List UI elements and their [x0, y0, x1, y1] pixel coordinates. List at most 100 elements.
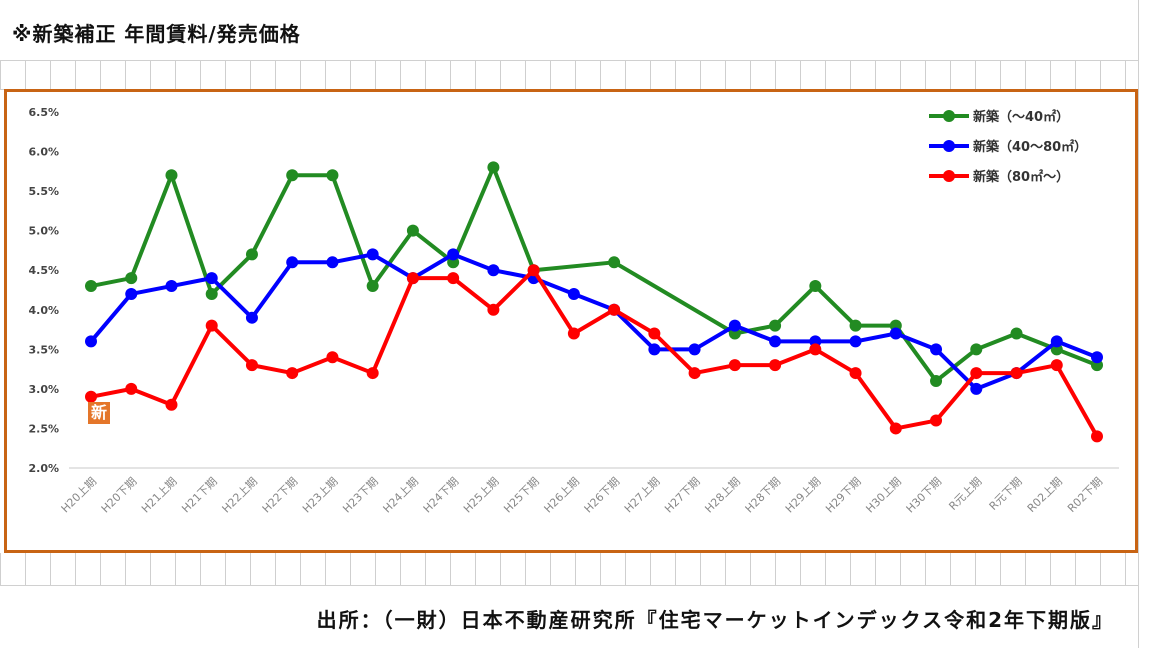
data-point — [527, 264, 540, 277]
data-point — [487, 264, 500, 277]
data-point — [125, 272, 138, 285]
x-tick-label: H22下期 — [260, 475, 301, 516]
data-point — [849, 335, 862, 348]
data-point — [1010, 367, 1023, 380]
data-point — [286, 367, 299, 380]
x-tick-label: H20下期 — [99, 475, 140, 516]
legend-marker — [943, 170, 955, 182]
x-tick-label: R元上期 — [946, 475, 984, 513]
data-point — [366, 248, 379, 261]
x-tick-label: R元下期 — [987, 475, 1025, 513]
data-point — [406, 224, 419, 237]
x-tick-label: H28下期 — [743, 475, 784, 516]
source-note: 出所：（一財）日本不動産研究所『住宅マーケットインデックス令和2年下期版』 — [316, 608, 1114, 632]
data-point — [487, 303, 500, 316]
series-line — [90, 165, 1098, 383]
legend-marker — [943, 140, 955, 152]
chart-frame: 2.0% 2.5% 3.0% 3.5% 4.0% 4.5% 5.0% 5.5% 6.0% 6.5%… — [4, 89, 1138, 553]
data-point — [326, 351, 339, 364]
data-point — [728, 359, 741, 372]
data-point — [165, 280, 178, 293]
data-point — [1091, 430, 1103, 443]
data-point — [245, 359, 258, 372]
legend-label: 新築（～40㎡） — [973, 109, 1069, 125]
y-tick-label: 2.0% — [28, 462, 59, 475]
y-tick-label: 5.0% — [28, 225, 59, 238]
data-point — [447, 272, 460, 285]
y-tick-label: 4.0% — [28, 304, 59, 317]
data-point — [1010, 327, 1023, 340]
data-point — [648, 327, 661, 340]
data-point — [728, 319, 741, 332]
x-tick-label: H24下期 — [421, 475, 462, 516]
data-point — [930, 343, 943, 356]
x-tick-label: H30上期 — [863, 475, 904, 516]
data-point — [205, 272, 218, 285]
data-point — [245, 248, 258, 261]
data-point — [809, 280, 822, 293]
data-point — [608, 303, 621, 316]
data-point — [688, 367, 701, 380]
y-tick-label: 6.0% — [28, 146, 59, 159]
x-tick-label: H26下期 — [582, 475, 623, 516]
line-chart: 2.0% 2.5% 3.0% 3.5% 4.0% 4.5% 5.0% 5.5% 6.0% 6.5%… — [28, 106, 1119, 516]
spreadsheet-grid-top — [0, 61, 1138, 90]
data-point — [970, 382, 983, 395]
data-point — [447, 248, 460, 261]
x-tick-label: H30下期 — [904, 475, 945, 516]
data-point — [85, 390, 97, 403]
x-tick-label: H26上期 — [541, 475, 582, 516]
x-tick-label: H25下期 — [501, 475, 542, 516]
x-tick-label: H27下期 — [662, 475, 703, 516]
data-point — [366, 280, 379, 293]
x-tick-label: H29下期 — [823, 475, 864, 516]
data-point — [688, 343, 701, 356]
top-separator — [0, 60, 1138, 61]
x-tick-label: H23上期 — [300, 475, 341, 516]
data-point — [567, 287, 580, 300]
x-tick-label: H20上期 — [59, 475, 100, 516]
x-tick-label: R02上期 — [1025, 475, 1065, 515]
data-point — [889, 422, 902, 435]
y-tick-label: 5.5% — [28, 185, 59, 198]
data-point — [85, 280, 97, 293]
data-point — [769, 319, 782, 332]
x-tick-label: H22上期 — [220, 475, 261, 516]
data-point — [608, 256, 621, 269]
data-point — [1050, 335, 1063, 348]
y-tick-label: 3.5% — [28, 343, 59, 356]
legend-label: 新築（80㎡～） — [973, 169, 1069, 185]
data-point — [326, 169, 339, 182]
x-tick-label: H21下期 — [179, 475, 220, 516]
data-point — [487, 161, 500, 174]
data-point — [366, 367, 379, 380]
x-tick-label: H27上期 — [622, 475, 663, 516]
x-tick-label: H25上期 — [461, 475, 502, 516]
data-point — [245, 311, 258, 324]
y-tick-label: 4.5% — [28, 264, 59, 277]
data-point — [125, 287, 138, 300]
data-point — [406, 272, 419, 285]
spreadsheet-grid-bottom — [0, 553, 1138, 586]
data-point — [849, 367, 862, 380]
data-point — [286, 256, 299, 269]
data-point — [165, 398, 178, 411]
x-tick-label: R02下期 — [1065, 475, 1105, 515]
data-point — [970, 367, 983, 380]
data-point — [1050, 359, 1063, 372]
right-edge-line — [1138, 0, 1139, 648]
data-point — [809, 343, 822, 356]
x-tick-label: H29上期 — [783, 475, 824, 516]
page-title: ※新築補正 年間賃料/発売価格 — [12, 22, 301, 46]
x-tick-label: H21上期 — [139, 475, 180, 516]
y-tick-label: 2.5% — [28, 422, 59, 435]
data-point — [1091, 351, 1103, 364]
data-point — [849, 319, 862, 332]
data-point — [205, 319, 218, 332]
data-point — [567, 327, 580, 340]
data-point — [889, 327, 902, 340]
data-point — [286, 169, 299, 182]
y-tick-label: 6.5% — [28, 106, 59, 119]
data-point — [165, 169, 178, 182]
series-line — [90, 268, 1099, 438]
